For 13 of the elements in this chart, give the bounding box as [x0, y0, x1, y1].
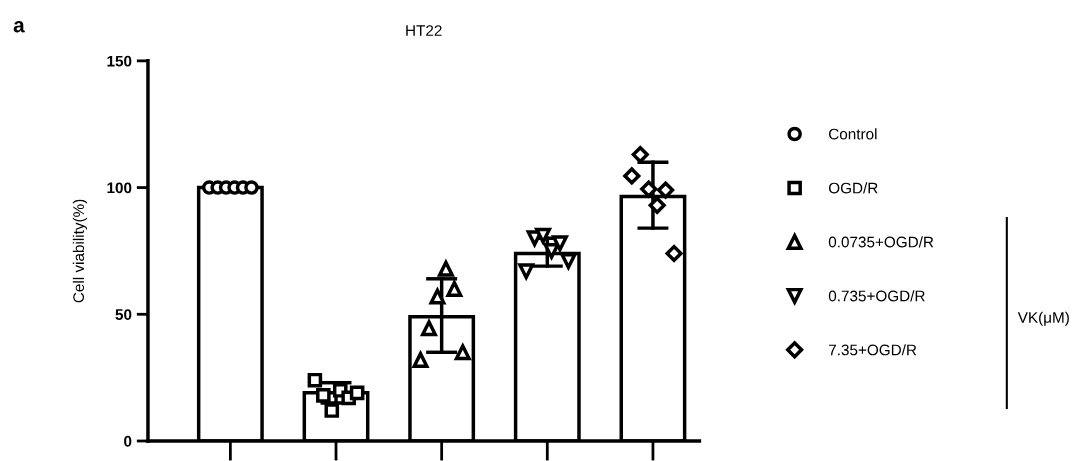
legend-label: 0.735+OGD/R	[828, 290, 925, 302]
chart-title: HT22	[406, 25, 442, 36]
y-axis-title: Cell viability(%)	[72, 199, 88, 303]
text: a	[13, 21, 25, 33]
y-tick-label: 150	[107, 55, 132, 67]
legend-label: 0.0735+OGD/R	[828, 236, 934, 248]
legend-label: Control	[829, 128, 877, 140]
y-tick-label: 0	[124, 435, 132, 447]
text: VK(μM)	[1017, 311, 1069, 326]
y-tick-label: 100	[107, 182, 132, 194]
legend-label: OGD/R	[828, 182, 878, 194]
legend-label: 7.35+OGD/R	[829, 344, 917, 356]
y-tick-label: 50	[115, 309, 132, 320]
